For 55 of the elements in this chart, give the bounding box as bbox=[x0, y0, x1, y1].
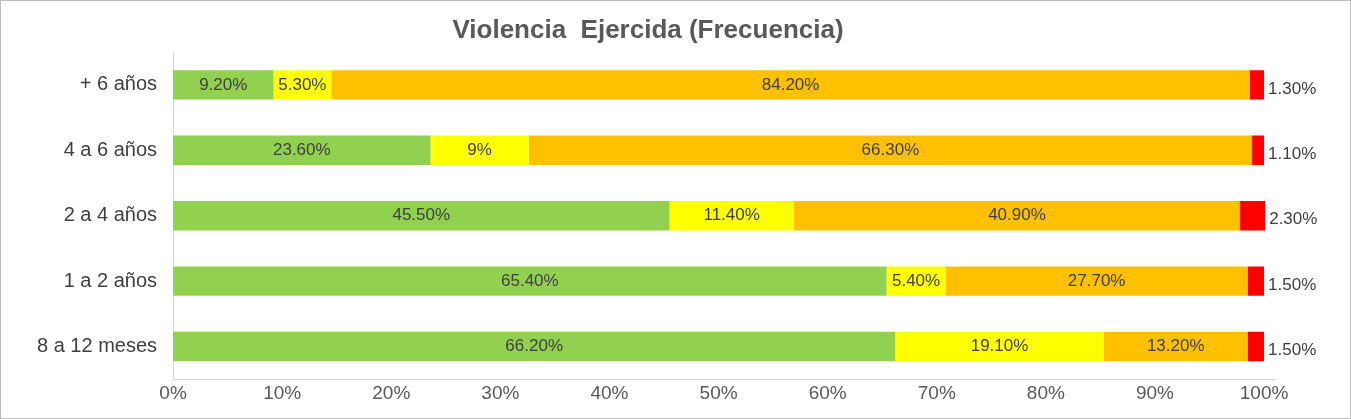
bar bbox=[173, 70, 274, 100]
data-label: 2.30% bbox=[1269, 209, 1318, 229]
bar bbox=[173, 331, 896, 362]
bar bbox=[173, 135, 431, 166]
bar bbox=[945, 266, 1248, 296]
chart-title: Violencia Ejercida (Frecuencia) bbox=[452, 13, 844, 44]
bar bbox=[1252, 135, 1265, 166]
x-tick-label: 60% bbox=[808, 381, 847, 403]
data-label: 19.10% bbox=[970, 336, 1029, 356]
data-label: 13.20% bbox=[1146, 336, 1205, 356]
y-tick-label: 1 a 2 años bbox=[63, 268, 158, 291]
bar bbox=[1240, 200, 1266, 231]
bar bbox=[430, 135, 529, 166]
bar bbox=[1247, 331, 1265, 362]
bar bbox=[173, 266, 887, 296]
data-label: 5.40% bbox=[891, 270, 941, 290]
x-tick-label: 20% bbox=[372, 381, 411, 403]
x-tick-label: 70% bbox=[917, 381, 956, 403]
bar bbox=[173, 200, 670, 231]
data-label: 1.50% bbox=[1268, 274, 1317, 294]
bar bbox=[1103, 331, 1248, 362]
data-label: 40.90% bbox=[988, 205, 1046, 225]
data-label: 45.50% bbox=[392, 205, 451, 225]
data-label: 9.20% bbox=[199, 74, 248, 94]
data-label: 66.30% bbox=[861, 139, 920, 159]
y-tick-label: + 6 años bbox=[79, 72, 158, 95]
bar bbox=[1249, 70, 1265, 100]
data-label: 84.20% bbox=[761, 74, 820, 94]
x-tick-label: 40% bbox=[590, 381, 629, 403]
data-label: 23.60% bbox=[272, 139, 331, 159]
data-label: 1.10% bbox=[1268, 143, 1317, 163]
x-tick-label: 50% bbox=[699, 381, 738, 403]
data-label: 1.30% bbox=[1268, 78, 1317, 98]
y-tick-label: 8 a 12 meses bbox=[36, 334, 158, 357]
bar bbox=[793, 200, 1241, 231]
x-tick-label: 100% bbox=[1239, 381, 1289, 403]
data-label: 65.40% bbox=[501, 270, 559, 290]
x-tick-label: 30% bbox=[481, 381, 520, 403]
y-tick-label: 2 a 4 años bbox=[63, 203, 158, 226]
x-tick-label: 80% bbox=[1026, 381, 1065, 403]
y-tick-label: 4 a 6 años bbox=[63, 137, 158, 160]
bar bbox=[331, 70, 1250, 100]
bar bbox=[1247, 266, 1265, 296]
data-label: 1.50% bbox=[1268, 340, 1317, 360]
x-tick-label: 90% bbox=[1135, 381, 1175, 403]
data-label: 11.40% bbox=[703, 205, 760, 225]
bar bbox=[528, 135, 1253, 166]
data-label: 27.70% bbox=[1067, 270, 1126, 290]
x-tick-label: 10% bbox=[263, 381, 302, 403]
data-label: 5.30% bbox=[278, 74, 327, 94]
x-tick-label: 0% bbox=[159, 381, 187, 403]
data-label: 66.20% bbox=[505, 336, 564, 356]
bar bbox=[895, 331, 1104, 362]
data-label: 9% bbox=[467, 139, 492, 159]
bar bbox=[669, 200, 794, 231]
